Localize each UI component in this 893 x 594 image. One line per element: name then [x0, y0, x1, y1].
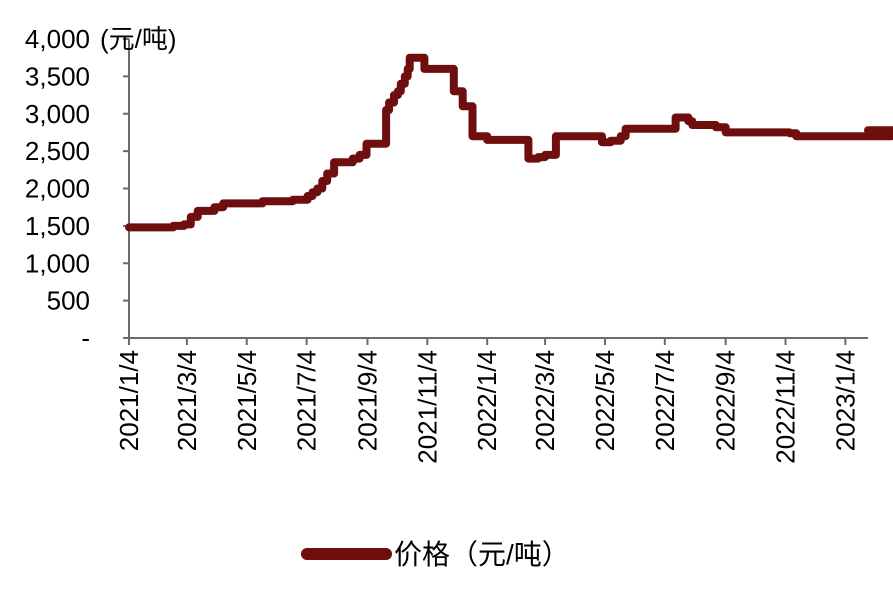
y-axis-unit-label: (元/吨)	[100, 24, 177, 54]
y-tick-label: 4,000	[25, 24, 90, 54]
y-tick-label: -	[81, 323, 90, 353]
x-tick-label: 2021/1/4	[114, 350, 144, 451]
y-tick-label: 3,000	[25, 99, 90, 129]
series-layer	[125, 53, 893, 232]
x-axis: 2021/1/4 2021/3/4 2021/5/4 2021/7/4 2021/9/4…	[114, 337, 868, 464]
x-tick-label: 2021/3/4	[172, 350, 202, 451]
x-tick-label: 2022/11/4	[771, 350, 801, 464]
x-tick-label: 2022/1/4	[472, 350, 502, 451]
x-tick-label: 2021/7/4	[292, 350, 322, 451]
x-tick-label: 2022/7/4	[650, 350, 680, 451]
x-tick-label: 2022/5/4	[590, 350, 620, 451]
y-tick-label: 2,500	[25, 136, 90, 166]
legend-label: 价格（元/吨）	[394, 539, 570, 570]
legend: 价格（元/吨）	[301, 539, 570, 570]
x-tick-label: 2021/9/4	[352, 350, 382, 451]
y-axis: - 500 1,000 1,500 2,000 2,500 3,000 3,500 4,000	[25, 24, 130, 353]
y-tick-label: 1,500	[25, 211, 90, 241]
y-tick-label: 3,500	[25, 61, 90, 91]
x-tick-label: 2022/3/4	[530, 350, 560, 451]
series-line	[125, 53, 893, 232]
y-tick-label: 2,000	[25, 174, 90, 204]
x-tick-label: 2021/11/4	[412, 350, 442, 464]
x-tick-label: 2023/1/4	[830, 350, 860, 451]
y-tick-label: 500	[47, 286, 90, 316]
x-tick-label: 2021/5/4	[232, 350, 262, 451]
x-tick-label: 2022/9/4	[711, 350, 741, 451]
y-tick-label: 1,000	[25, 248, 90, 278]
